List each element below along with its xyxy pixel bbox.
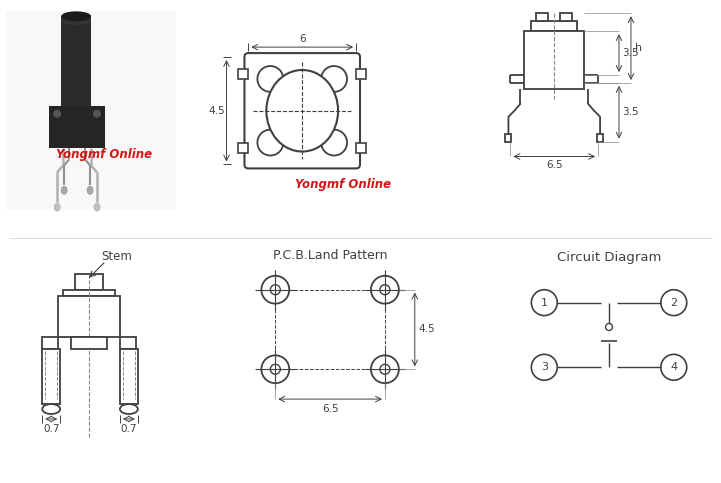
Bar — [239, 142, 249, 153]
Bar — [120, 349, 138, 404]
Bar — [75, 274, 103, 290]
Text: h: h — [635, 43, 642, 53]
Circle shape — [93, 110, 101, 118]
Circle shape — [257, 66, 283, 92]
Text: Yongmf Online: Yongmf Online — [56, 148, 152, 161]
Bar — [43, 338, 58, 349]
Bar — [524, 31, 584, 89]
Ellipse shape — [94, 203, 100, 211]
Text: P.C.B.Land Pattern: P.C.B.Land Pattern — [273, 249, 387, 262]
Bar — [58, 296, 120, 338]
Bar — [505, 134, 511, 142]
Bar — [43, 349, 60, 404]
Bar — [120, 338, 136, 349]
Circle shape — [257, 129, 283, 156]
Bar — [531, 21, 578, 31]
Ellipse shape — [87, 186, 93, 194]
Bar — [239, 69, 249, 79]
Ellipse shape — [61, 15, 91, 25]
Ellipse shape — [266, 70, 338, 152]
Text: 0.7: 0.7 — [43, 424, 59, 434]
Circle shape — [321, 66, 347, 92]
Text: Stem: Stem — [102, 250, 133, 263]
Text: Circuit Diagram: Circuit Diagram — [557, 252, 661, 264]
Ellipse shape — [43, 404, 60, 414]
Ellipse shape — [61, 186, 67, 194]
Bar — [356, 142, 366, 153]
Text: 4.5: 4.5 — [418, 325, 435, 335]
Text: 0.7: 0.7 — [120, 424, 137, 434]
Text: 3.5: 3.5 — [623, 107, 640, 117]
Bar — [6, 11, 176, 210]
Text: 6.5: 6.5 — [546, 160, 562, 170]
Bar — [356, 69, 366, 79]
Ellipse shape — [54, 203, 60, 211]
Text: 1: 1 — [541, 298, 548, 308]
Text: 2: 2 — [671, 298, 677, 308]
Circle shape — [321, 129, 347, 156]
Text: 3: 3 — [541, 362, 548, 372]
Text: 4.5: 4.5 — [208, 106, 225, 116]
Text: Yongmf Online: Yongmf Online — [296, 178, 392, 191]
Bar — [49, 106, 105, 147]
Text: 4: 4 — [671, 362, 677, 372]
FancyBboxPatch shape — [244, 53, 360, 169]
Bar — [63, 290, 115, 296]
Bar — [560, 14, 572, 21]
Bar — [61, 16, 91, 106]
Ellipse shape — [61, 11, 91, 21]
Text: 6: 6 — [299, 34, 306, 44]
Bar — [536, 14, 548, 21]
Text: 3.5: 3.5 — [623, 48, 640, 58]
Ellipse shape — [120, 404, 138, 414]
Bar — [597, 134, 603, 142]
Circle shape — [53, 110, 61, 118]
Bar — [71, 338, 107, 349]
Text: 6.5: 6.5 — [322, 404, 338, 414]
